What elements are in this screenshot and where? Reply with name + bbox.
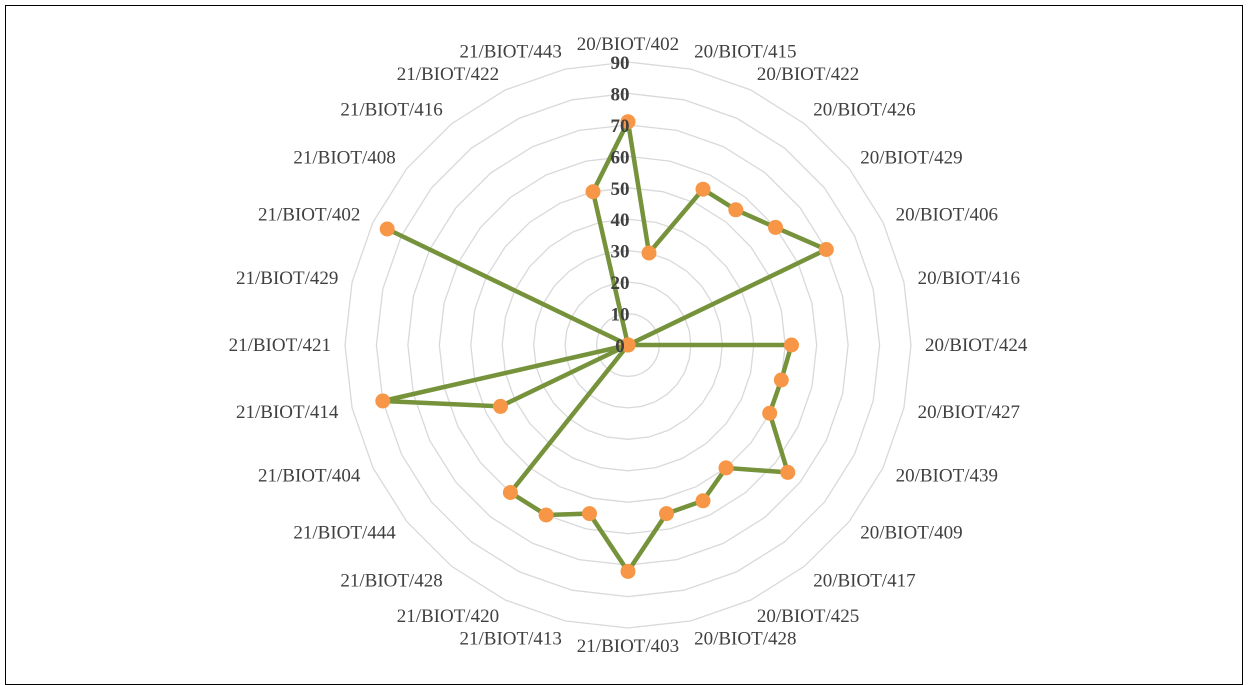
- data-point: [768, 219, 783, 235]
- tick-label: 10: [611, 305, 630, 326]
- category-label: 21/BIOT/403: [577, 636, 679, 657]
- tick-label: 60: [611, 147, 630, 168]
- grid-ring-20: [564, 281, 692, 409]
- grid-ring-50: [470, 187, 786, 503]
- data-point: [502, 485, 518, 500]
- tick-label: 30: [611, 242, 630, 263]
- tick-label: 70: [611, 116, 630, 137]
- data-point: [695, 493, 711, 509]
- tick-label: 90: [611, 53, 630, 74]
- data-point: [728, 202, 744, 218]
- grid-ring-10: [595, 312, 661, 378]
- category-label: 21/BIOT/402: [258, 204, 360, 225]
- data-point: [493, 398, 508, 414]
- category-label: 20/BIOT/427: [918, 402, 1020, 423]
- category-label: 20/BIOT/425: [757, 606, 859, 627]
- category-label: 20/BIOT/428: [694, 629, 796, 650]
- series-line: [382, 114, 832, 576]
- category-label: 20/BIOT/439: [896, 466, 998, 487]
- data-point: [375, 393, 391, 409]
- radial-tick-labels: 0 10 20 30 40 50 60 70 80 90: [611, 53, 630, 357]
- grid-ring-90: [344, 61, 912, 629]
- category-label: 21/BIOT/443: [460, 42, 562, 63]
- tick-label: 40: [611, 210, 630, 231]
- category-label: 20/BIOT/422: [757, 64, 859, 85]
- category-label: 20/BIOT/409: [860, 523, 962, 544]
- data-point: [780, 464, 796, 480]
- data-point: [773, 372, 789, 388]
- category-label: 20/BIOT/429: [860, 147, 962, 168]
- data-point: [641, 245, 657, 261]
- data-point: [620, 563, 636, 579]
- category-label: 21/BIOT/413: [460, 629, 562, 650]
- data-point: [620, 337, 636, 353]
- category-label: 21/BIOT/404: [258, 466, 361, 487]
- data-point: [762, 405, 778, 421]
- category-label: 20/BIOT/402: [577, 34, 679, 55]
- grid-ring-40: [501, 218, 755, 472]
- category-label: 21/BIOT/420: [397, 606, 499, 627]
- category-label: 21/BIOT/408: [293, 147, 395, 168]
- grid-ring-80: [375, 92, 881, 598]
- category-label: 21/BIOT/428: [340, 570, 442, 591]
- chart-frame: 20/BIOT/402 20/BIOT/415 20/BIOT/422 20/BIOT…: [5, 5, 1243, 685]
- category-label: 21/BIOT/414: [236, 402, 339, 423]
- category-label: 20/BIOT/416: [918, 268, 1020, 289]
- data-point: [784, 337, 799, 353]
- tick-label: 0: [615, 336, 625, 357]
- data-series: [375, 114, 834, 579]
- tick-label: 20: [611, 273, 630, 294]
- tick-label: 50: [611, 179, 630, 200]
- category-label: 20/BIOT/424: [925, 335, 1028, 356]
- category-label: 21/BIOT/422: [397, 64, 499, 85]
- data-point: [695, 181, 711, 197]
- category-label: 21/BIOT/421: [229, 335, 331, 356]
- data-point: [620, 114, 636, 130]
- data-point: [718, 460, 734, 476]
- data-point: [379, 221, 395, 237]
- grid-ring-30: [533, 250, 723, 440]
- category-label: 21/BIOT/429: [236, 268, 338, 289]
- data-point: [818, 242, 834, 257]
- tick-label: 80: [611, 84, 630, 105]
- data-point: [538, 507, 554, 523]
- category-label: 21/BIOT/444: [293, 523, 396, 544]
- category-label: 20/BIOT/415: [694, 42, 796, 63]
- category-label: 20/BIOT/417: [813, 570, 915, 591]
- data-point: [585, 184, 601, 200]
- category-label: 20/BIOT/426: [813, 100, 915, 121]
- grid-ring-60: [438, 155, 818, 535]
- data-point: [659, 506, 674, 522]
- category-label: 21/BIOT/416: [340, 100, 442, 121]
- category-label: 20/BIOT/406: [896, 204, 998, 225]
- data-point: [582, 506, 597, 522]
